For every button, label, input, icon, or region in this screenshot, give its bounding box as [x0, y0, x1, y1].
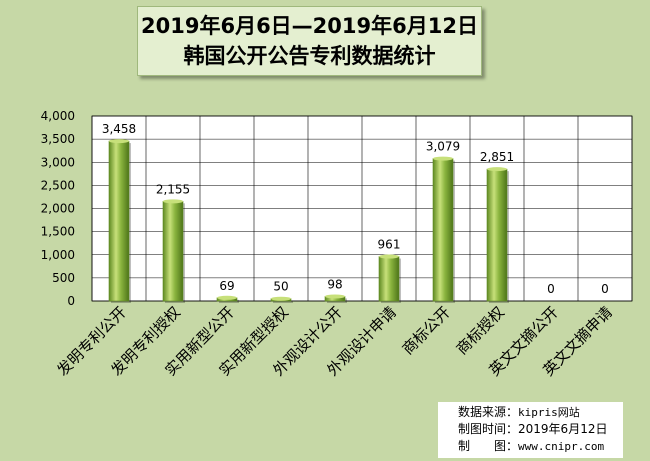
- x-axis-category-labels: 发明专利公开发明专利授权实用新型公开实用新型授权外观设计公开外观设计申请商标公开…: [53, 303, 615, 379]
- data-label: 2,851: [480, 150, 514, 164]
- bar-cap: [433, 156, 453, 161]
- y-tick-label: 4,000: [41, 109, 75, 123]
- maker-label: 制 图：: [458, 439, 519, 453]
- bar: [486, 168, 508, 302]
- data-label: 98: [327, 277, 342, 291]
- data-label: 50: [273, 280, 288, 294]
- y-tick-label: 3,000: [41, 155, 75, 169]
- y-tick-label: 3,500: [41, 132, 75, 146]
- data-label: 0: [601, 282, 609, 296]
- y-tick-label: 2,500: [41, 178, 75, 192]
- data-label: 3,458: [102, 122, 136, 136]
- bar-cap: [325, 294, 345, 299]
- bar-shadow: [219, 299, 239, 303]
- data-label: 3,079: [426, 140, 460, 154]
- x-category-label: 商标授权: [453, 303, 508, 358]
- bar: [108, 140, 130, 302]
- data-label: 0: [547, 282, 555, 296]
- chart-title-line2: 韩国公开公告专利数据统计: [183, 44, 436, 68]
- data-labels: 3,458 2,155 69 50 98 961 3,079 2,851 0 0: [102, 122, 609, 296]
- bar-cap: [217, 295, 237, 300]
- y-tick-label: 1,000: [41, 248, 75, 262]
- bar-cap: [271, 296, 291, 301]
- chart-title-line1: 2019年6月6日—2019年6月12日: [141, 14, 478, 38]
- bar: [432, 158, 454, 302]
- maker-value: www.cnipr.com: [518, 440, 605, 453]
- time-row: 制图时间：2019年6月12日: [458, 421, 623, 438]
- source-value: kipris网站: [518, 406, 580, 419]
- y-tick-label: 2,000: [41, 202, 75, 216]
- data-label: 2,155: [156, 182, 190, 196]
- bar-shadow: [273, 300, 293, 303]
- bar: [162, 201, 184, 302]
- bar-cap: [163, 199, 183, 204]
- data-label: 961: [378, 238, 401, 252]
- y-tick-label: 0: [67, 294, 75, 308]
- source-note: 数据来源：kipris网站 制图时间：2019年6月12日 制 图：www.cn…: [438, 402, 623, 458]
- source-row: 数据来源：kipris网站: [458, 404, 623, 421]
- bar-cap: [487, 167, 507, 172]
- bar-series: [108, 139, 509, 303]
- bar-cap: [109, 139, 129, 144]
- gridlines: [91, 115, 633, 302]
- y-axis-tick-labels: 0 500 1,000 1,500 2,000 2,500 3,000 3,500 4,000: [41, 109, 75, 308]
- time-label: 制图时间：: [458, 422, 519, 436]
- chart-title-box: 2019年6月6日—2019年6月12日 韩国公开公告专利数据统计: [137, 6, 482, 76]
- bar: [378, 256, 400, 302]
- time-value: 2019年6月12日: [518, 422, 608, 436]
- y-tick-label: 1,500: [41, 225, 75, 239]
- source-label: 数据来源：: [458, 405, 519, 419]
- bar-cap: [379, 254, 399, 259]
- y-tick-label: 500: [52, 271, 75, 285]
- data-label: 69: [219, 279, 234, 293]
- x-category-label: 商标公开: [399, 303, 454, 358]
- maker-row: 制 图：www.cnipr.com: [458, 438, 623, 455]
